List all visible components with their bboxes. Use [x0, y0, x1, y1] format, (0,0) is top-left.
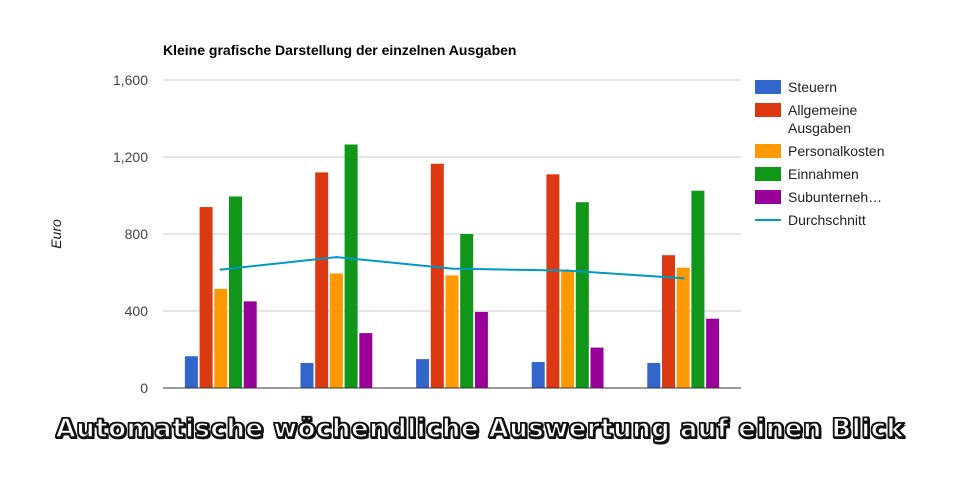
legend-swatch — [755, 190, 781, 204]
legend-label: Allgemeine — [788, 102, 857, 118]
legend-swatch — [755, 80, 781, 94]
bar — [315, 172, 329, 388]
line-point — [682, 277, 685, 280]
bar — [300, 362, 314, 388]
legend-item: Einnahmen — [755, 166, 859, 182]
bar — [531, 362, 545, 388]
bar — [676, 267, 690, 388]
legend-label: Subunterneh… — [788, 189, 882, 205]
bars — [184, 144, 720, 388]
bar — [662, 255, 675, 388]
line-point — [566, 269, 569, 272]
legend-label: Einnahmen — [788, 166, 859, 182]
y-axis-label: Euro — [48, 219, 64, 249]
bar — [691, 190, 705, 388]
legend: Steuern Allgemeine Ausgaben Personalkosten E… — [755, 79, 885, 228]
bar — [590, 347, 604, 388]
legend-item: Personalkosten — [755, 143, 885, 159]
y-tick-label: 0 — [140, 380, 148, 396]
bar — [344, 144, 358, 388]
y-tick-label: 800 — [125, 226, 149, 242]
y-tick-label: 400 — [125, 303, 149, 319]
bar — [706, 318, 720, 388]
bar — [359, 333, 373, 388]
legend-label: Personalkosten — [788, 143, 885, 159]
line-point — [335, 255, 338, 259]
bar — [460, 234, 474, 388]
bar — [430, 163, 444, 388]
bar — [474, 311, 488, 388]
legend-swatch — [755, 167, 781, 181]
bar — [575, 202, 589, 388]
y-tick-label: 1,200 — [113, 149, 148, 165]
y-tick-label: 1,600 — [113, 72, 148, 88]
bar — [329, 273, 343, 388]
legend-label: Durchschnitt — [788, 212, 866, 228]
bar — [214, 288, 228, 388]
chart-title: Kleine grafische Darstellung der einzeln… — [163, 42, 516, 58]
legend-swatch — [755, 103, 781, 117]
bar — [199, 207, 213, 388]
bar — [184, 356, 198, 388]
legend-label: Steuern — [788, 79, 837, 95]
bar — [416, 359, 430, 388]
average-line — [219, 255, 685, 280]
bar — [445, 275, 459, 388]
legend-swatch — [755, 144, 781, 158]
bar — [229, 196, 242, 388]
y-axis-ticks: 0 400 800 1,200 1,600 — [113, 72, 148, 396]
legend-item: Allgemeine Ausgaben — [755, 102, 857, 136]
line-point — [219, 268, 222, 271]
legend-label: Ausgaben — [788, 120, 851, 136]
line-point — [450, 267, 454, 270]
bar — [546, 174, 560, 388]
bar — [243, 301, 257, 388]
legend-item: Durchschnitt — [755, 212, 866, 228]
banner-caption: Automatische wöchendliche Auswertung auf… — [55, 413, 905, 445]
bar — [647, 362, 661, 388]
legend-item: Steuern — [755, 79, 837, 95]
bar — [561, 270, 575, 388]
legend-item: Subunterneh… — [755, 189, 882, 205]
